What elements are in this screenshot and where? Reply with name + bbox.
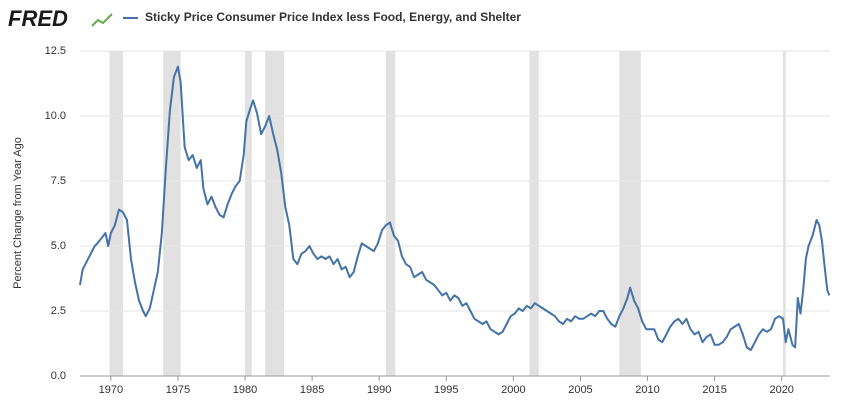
y-tick-label: 5.0 [51,240,66,252]
recession-band [529,51,539,376]
recession-band [783,51,786,376]
y-tick-label: 12.5 [45,45,66,57]
recession-band [619,51,641,376]
x-tick-label: 2015 [702,384,726,396]
x-tick-label: 1990 [367,384,391,396]
y-tick-label: 10.0 [45,110,66,122]
y-tick-label: 7.5 [51,175,66,187]
recession-band [109,51,123,376]
logo-icon [91,13,113,27]
recession-band [385,51,396,376]
x-tick-label: 2005 [568,384,592,396]
legend-label: Sticky Price Consumer Price Index less F… [145,10,521,24]
logo: FRED [8,6,68,31]
recession-band [265,51,284,376]
data-line [79,65,831,351]
x-tick-label: 1970 [99,384,123,396]
y-tick-label: 2.5 [51,305,66,317]
recession-band [245,51,252,376]
y-tick-label: 0.0 [51,370,66,382]
x-tick-label: 2000 [501,384,525,396]
x-tick-label: 1995 [434,384,458,396]
x-tick-label: 1975 [166,384,190,396]
x-tick-label: 1980 [233,384,257,396]
x-tick-label: 2020 [769,384,793,396]
x-tick-label: 2010 [635,384,659,396]
y-axis-label: Percent Change from Year Ago [12,137,24,289]
x-tick-label: 1985 [300,384,324,396]
